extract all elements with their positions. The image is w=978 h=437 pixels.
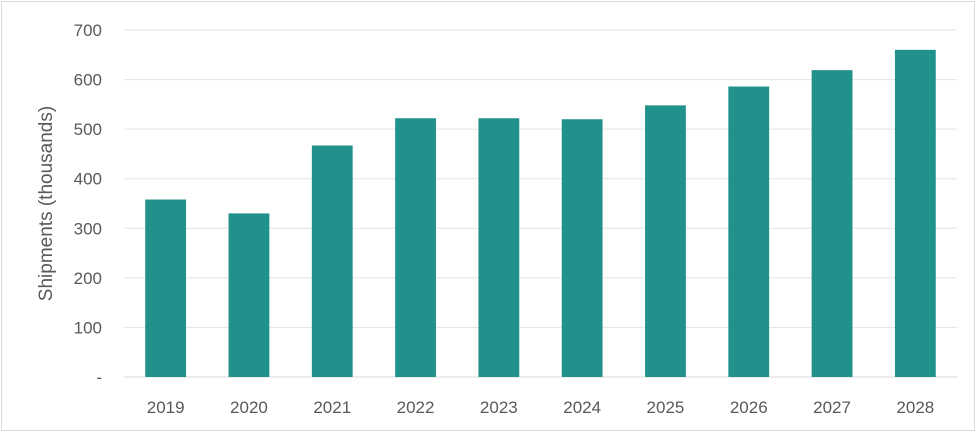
y-tick-label: 100 [74,318,102,337]
x-tick-label: 2027 [813,398,851,417]
x-tick-label: 2028 [896,398,934,417]
y-axis-title: Shipments (thousands) [36,106,57,301]
bars [145,49,936,378]
x-tick-label: 2023 [480,398,518,417]
x-tick-label: 2019 [147,398,185,417]
bar-2028 [894,49,936,377]
bar-2026 [728,86,770,378]
y-tick-label: 500 [74,120,102,139]
y-axis-ticks: - 100 200 300 400 500 600 700 [74,21,102,387]
x-tick-label: 2024 [563,398,601,417]
x-tick-label: 2021 [313,398,351,417]
y-tick-label: - [96,368,102,387]
bar-2019 [145,199,187,377]
bar-2027 [811,70,853,377]
bar-2020 [228,213,270,377]
x-tick-label: 2026 [730,398,768,417]
bar-2021 [311,145,353,377]
y-tick-label: 700 [74,21,102,40]
x-tick-label: 2022 [397,398,435,417]
bar-2024 [561,119,603,377]
x-axis-ticks: 2019 2020 2021 2022 2023 2024 2025 2026 2027 2028 [147,398,935,417]
x-tick-label: 2025 [647,398,685,417]
bar-2023 [478,118,520,377]
chart-container: -100 200 300 400 500 600 700 2019 2020 2021 2022 2… [1,1,975,431]
x-tick-label: 2020 [230,398,268,417]
bar-2022 [395,118,436,377]
bar-2025 [645,105,686,377]
y-tick-label: 400 [74,170,102,189]
y-tick-label: 300 [74,219,102,238]
y-tick-label: 600 [74,71,102,90]
y-tick-label: 200 [74,269,102,288]
